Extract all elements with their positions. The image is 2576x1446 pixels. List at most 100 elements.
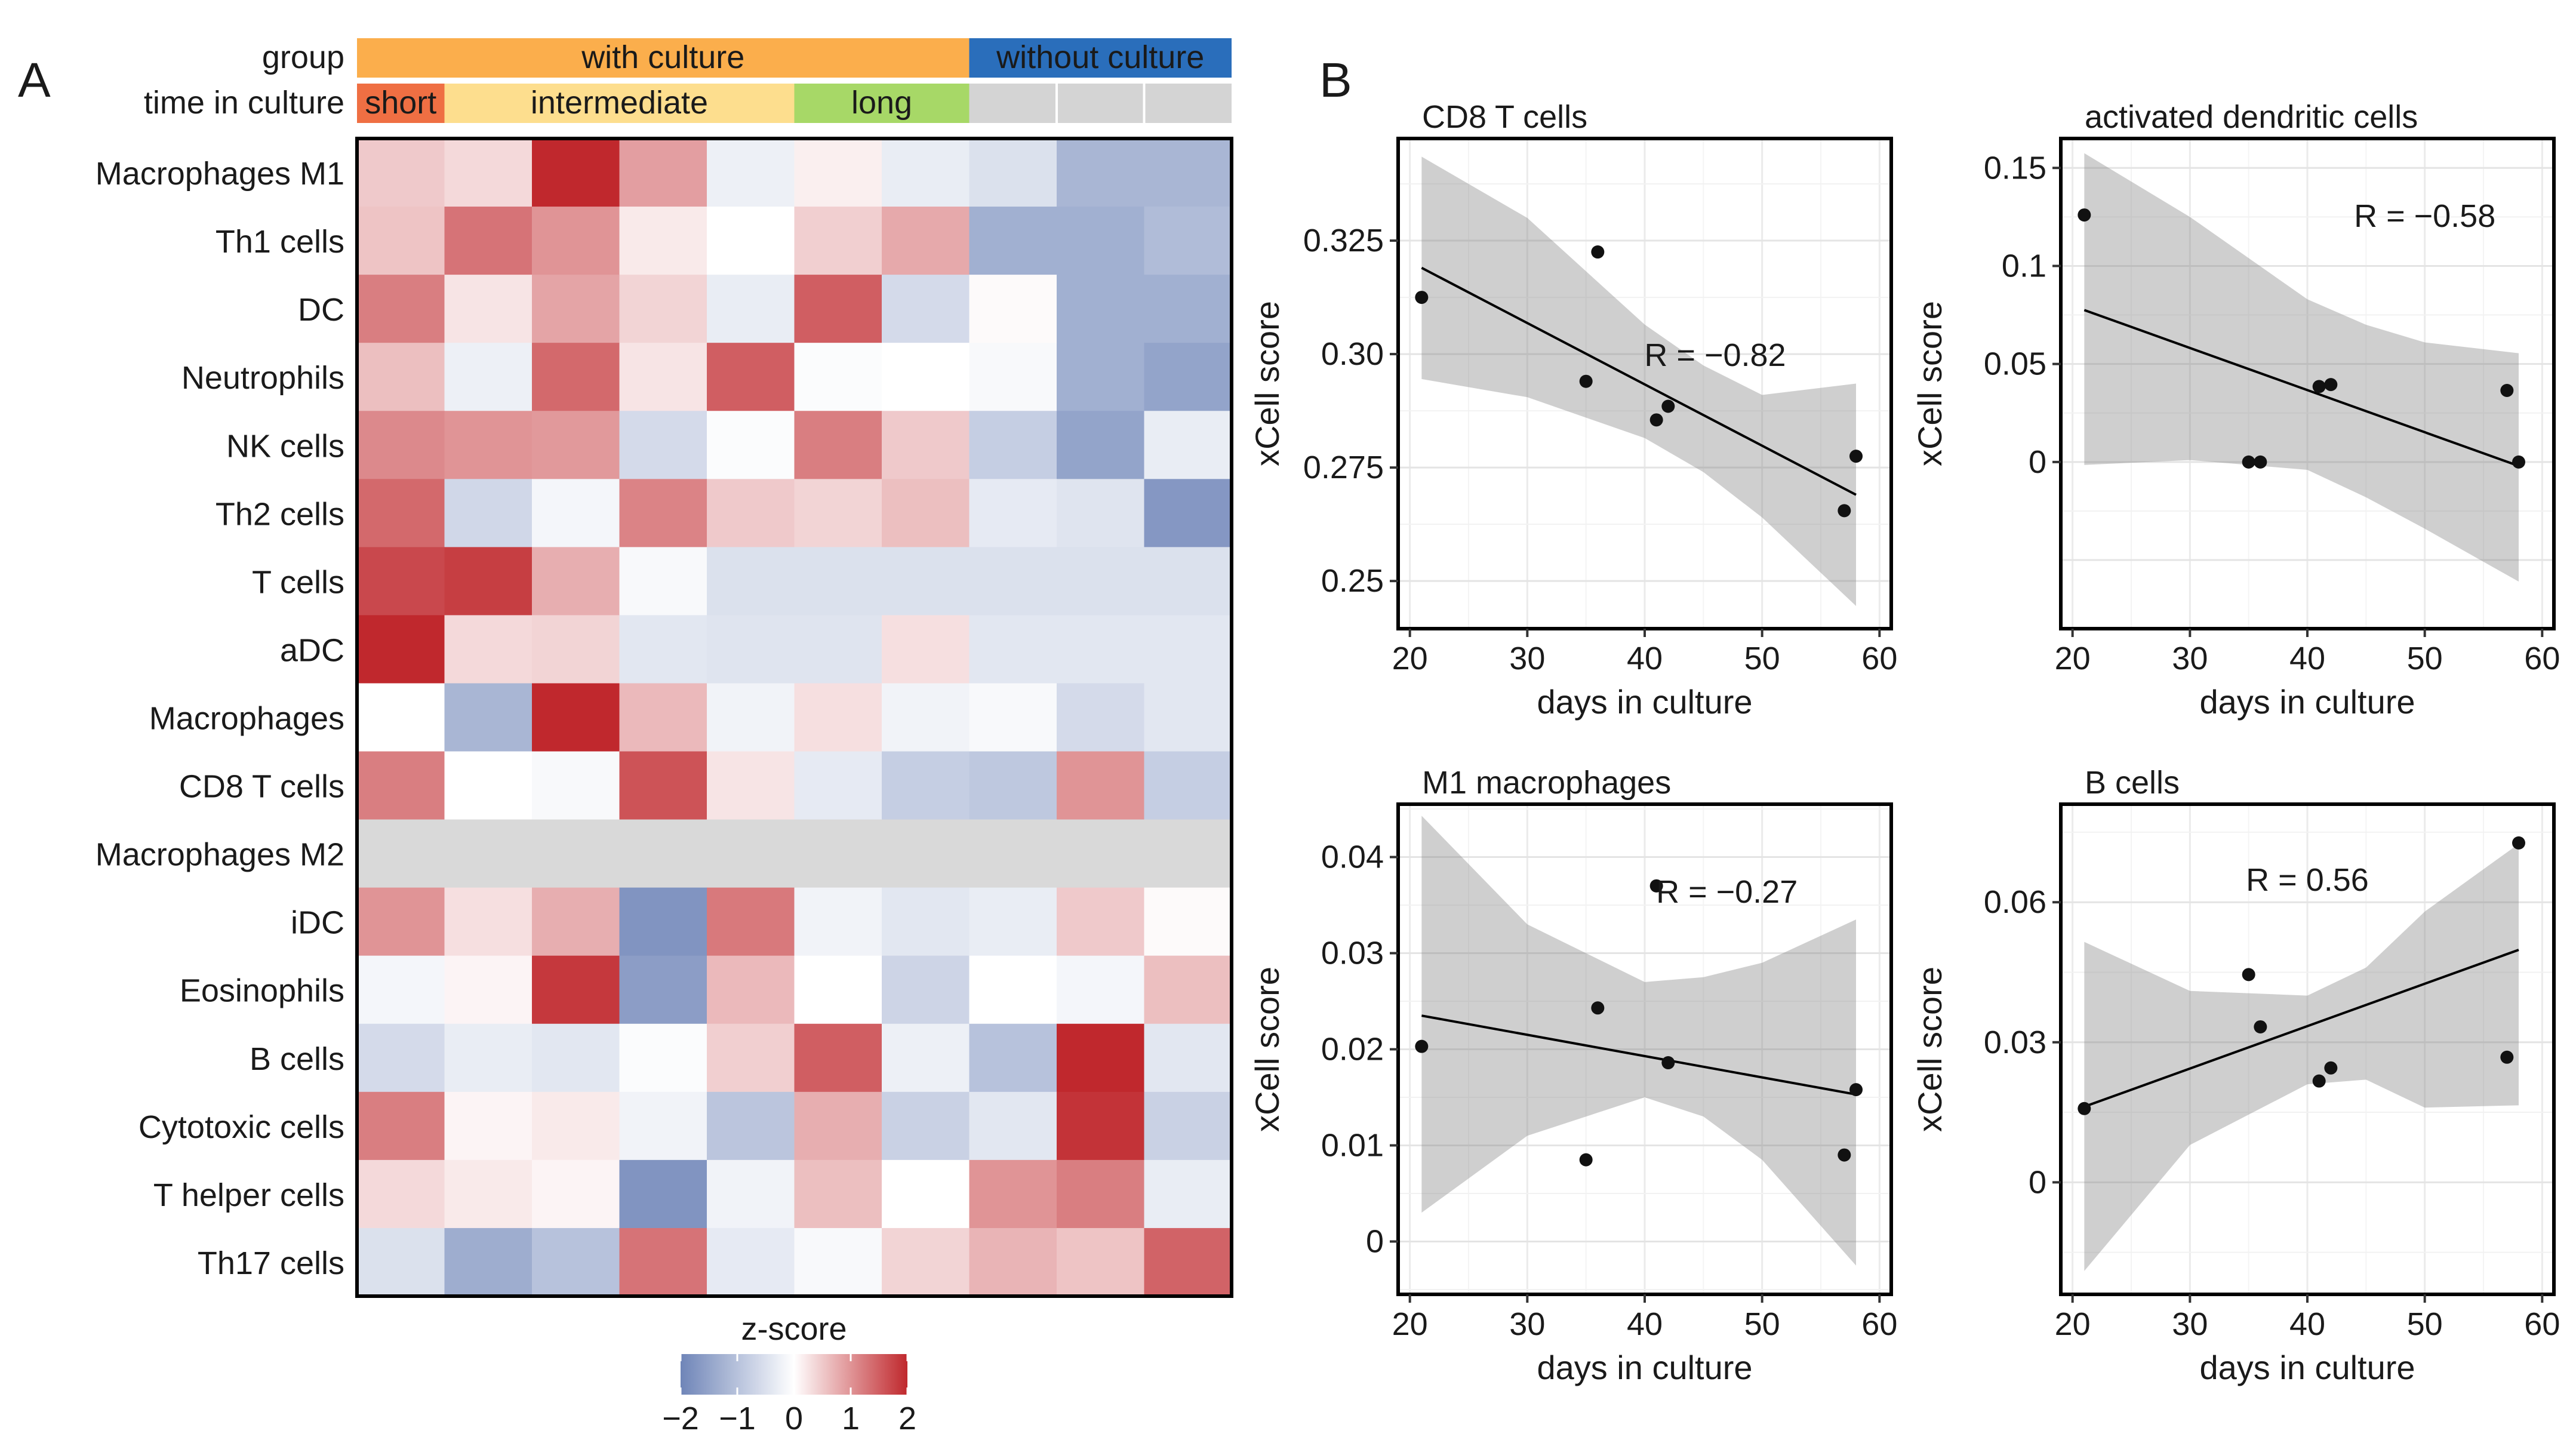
- heatmap-cell: [619, 547, 707, 616]
- heatmap-cell: [1144, 1091, 1232, 1161]
- heatmap-cell: [794, 275, 882, 343]
- heatmap-row-label: T cells: [252, 564, 344, 600]
- heatmap-cell: [882, 887, 970, 956]
- time-band-short: [357, 84, 445, 123]
- plot-title: M1 macrophages: [1422, 765, 1671, 801]
- heatmap-cell: [969, 343, 1057, 411]
- heatmap-row-label: B cells: [250, 1041, 344, 1077]
- plot-title: B cells: [2085, 765, 2180, 801]
- panel-label-a: A: [18, 53, 51, 107]
- heatmap-cell: [532, 547, 620, 616]
- heatmap-cell: [794, 139, 882, 207]
- regression-line: [1421, 1014, 1857, 1096]
- heatmap-cell: [444, 139, 533, 207]
- heatmap-cell: [532, 683, 620, 752]
- heatmap-cell: [1057, 139, 1145, 207]
- data-point: [1838, 1148, 1851, 1162]
- heatmap-cell: [707, 1091, 795, 1161]
- heatmap-cell: [532, 751, 620, 820]
- heatmap-cell: [882, 1091, 970, 1161]
- heatmap-cell: [619, 479, 707, 547]
- legend-tick-label: −2: [662, 1401, 699, 1436]
- heatmap-cell: [357, 955, 445, 1024]
- heatmap-cell: [969, 479, 1057, 547]
- heatmap-cell: [532, 955, 620, 1024]
- heatmap-cell: [794, 751, 882, 820]
- heatmap-row-label: Macrophages: [149, 701, 344, 737]
- y-tick-label: 0.25: [1321, 563, 1384, 599]
- heatmap-cell: [444, 955, 533, 1024]
- plot-title: CD8 T cells: [1422, 99, 1587, 135]
- heatmap-row-label: Macrophages M2: [96, 837, 344, 873]
- y-tick-label: 0.30: [1321, 336, 1384, 372]
- y-tick-label: 0.06: [1984, 884, 2046, 920]
- y-tick-label: 0: [2029, 1164, 2046, 1200]
- x-axis-title: days in culture: [2199, 1349, 2415, 1386]
- scatter-panel-activated-dendritic-cells: activated dendritic cells R = −0.58 20 30 40…: [1911, 99, 2560, 721]
- time-band-long: [794, 84, 970, 123]
- heatmap-cell: [357, 547, 445, 616]
- heatmap-cell: [882, 411, 970, 479]
- heatmap-cell: [619, 139, 707, 207]
- correlation-annotation: R = 0.56: [2246, 862, 2369, 898]
- heatmap-cell: [444, 207, 533, 275]
- group-band-label: with culture: [581, 39, 744, 75]
- heatmap-cell: [1144, 615, 1232, 684]
- heatmap-row-label: T helper cells: [153, 1177, 344, 1213]
- heatmap-cell: [357, 207, 445, 275]
- heatmap-cell: [444, 343, 533, 411]
- heatmap-cell: [794, 683, 882, 752]
- y-tick-label: 0.1: [2002, 248, 2046, 284]
- heatmap-cell: [794, 547, 882, 616]
- heatmap-cell: [882, 1227, 970, 1297]
- heatmap-cell: [444, 615, 533, 684]
- data-point: [1591, 1001, 1605, 1015]
- heatmap-row-label: iDC: [291, 905, 344, 941]
- heatmap-cell: [357, 1091, 445, 1161]
- heatmap-cell: [969, 683, 1057, 752]
- heatmap-cell: [969, 275, 1057, 343]
- heatmap-cell: [794, 343, 882, 411]
- heatmap-cell: [794, 819, 882, 888]
- x-tick-label: 60: [1861, 641, 1897, 676]
- heatmap-cell: [532, 819, 620, 888]
- data-point: [2242, 455, 2255, 469]
- heatmap-row-label: Th1 cells: [216, 224, 344, 260]
- x-tick-label: 30: [2172, 641, 2208, 676]
- heatmap-cell: [1057, 751, 1145, 820]
- heatmap-cell: [532, 615, 620, 684]
- heatmap-row-label: Cytotoxic cells: [139, 1109, 344, 1145]
- heatmap-cell: [1057, 275, 1145, 343]
- heatmap-cell: [707, 819, 795, 888]
- heatmap-cell: [707, 411, 795, 479]
- heatmap-cell: [444, 887, 533, 956]
- confidence-band: [1421, 816, 1856, 1266]
- heatmap-cell: [619, 1159, 707, 1229]
- data-point: [1849, 1083, 1863, 1097]
- y-tick-label: 0.02: [1321, 1032, 1384, 1067]
- heatmap-cell: [969, 1023, 1057, 1093]
- heatmap-cell: [444, 1023, 533, 1093]
- heatmap-cell: [619, 819, 707, 888]
- heatmap-cell: [707, 1023, 795, 1093]
- heatmap-cell: [357, 479, 445, 547]
- heatmap-cells: [357, 139, 1232, 1297]
- heatmap-cell: [969, 615, 1057, 684]
- data-point: [2078, 208, 2091, 222]
- heatmap-cell: [882, 275, 970, 343]
- heatmap-cell: [532, 411, 620, 479]
- x-tick-label: 60: [2524, 641, 2560, 676]
- heatmap-cell: [532, 1159, 620, 1229]
- heatmap-cell: [532, 1227, 620, 1297]
- heatmap-frame: [355, 137, 1233, 1298]
- heatmap-cell: [969, 547, 1057, 616]
- y-axis-title: xCell score: [1911, 967, 1949, 1132]
- regression-line: [1421, 266, 1857, 496]
- heatmap-cell: [794, 411, 882, 479]
- scatter-panel-cd8-t-cells: CD8 T cells R = −0.82 20 30 40 50 60 0.25 0.275 0…: [1248, 99, 1897, 721]
- legend-tick-label: 0: [785, 1401, 803, 1436]
- heatmap-cell: [707, 139, 795, 207]
- x-tick-label: 20: [1392, 641, 1428, 676]
- data-point: [1591, 245, 1605, 259]
